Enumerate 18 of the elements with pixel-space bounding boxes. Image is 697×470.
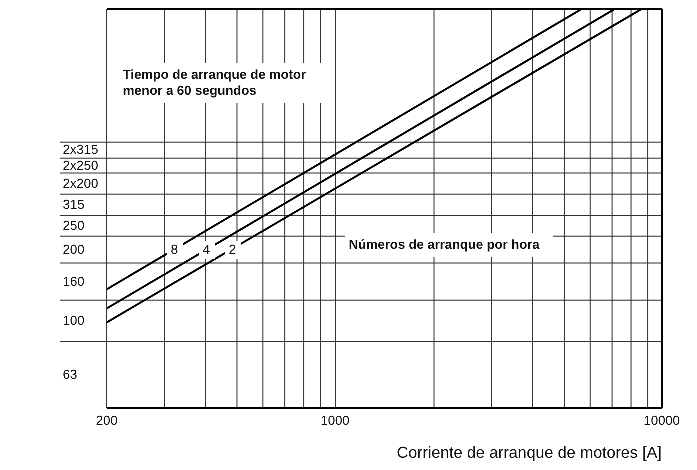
text: 160 xyxy=(63,274,85,290)
annotation: Tiempo de arranque de motor menor a 60 segundos xyxy=(119,63,327,103)
text: 315 xyxy=(63,197,85,214)
text: 2x200 xyxy=(63,176,98,192)
x-axis-title: Corriente de arranque de motores [A] xyxy=(396,445,662,462)
annotation: Números de arranque por hora xyxy=(345,233,553,257)
annotation: 8 xyxy=(166,241,183,259)
text: 2x250 xyxy=(63,158,98,174)
annotation: 2 xyxy=(224,241,241,259)
annotation: 4 xyxy=(198,241,215,259)
x-tick-label: 200 xyxy=(96,413,118,428)
x-tick-label: 10000 xyxy=(644,413,680,428)
text: 200 xyxy=(63,242,85,258)
text: 63 xyxy=(63,367,78,384)
text: 250 xyxy=(63,218,85,234)
x-tick-label: 1000 xyxy=(320,413,350,428)
text: 2x315 xyxy=(63,142,98,158)
text: 100 xyxy=(63,313,85,330)
